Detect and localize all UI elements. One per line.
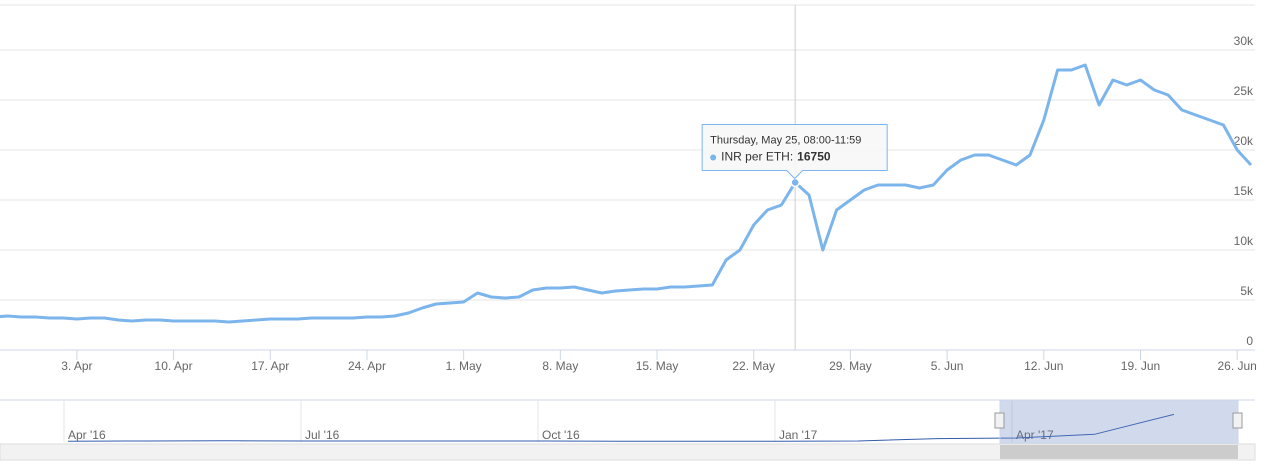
x-tick-label: 10. Apr (155, 359, 193, 373)
tooltip-series: INR per ETH: (721, 150, 793, 164)
x-tick-label: 29. May (829, 359, 872, 373)
x-tick-label: 17. Apr (251, 359, 289, 373)
y-tick-label: 5k (1240, 284, 1254, 298)
x-tick-label: 8. May (542, 359, 578, 373)
series-line (0, 63, 1253, 324)
tooltip: Thursday, May 25, 08:00-11:59 INR per ETH… (701, 124, 888, 180)
y-tick-label: 15k (1234, 184, 1254, 198)
tooltip-header: Thursday, May 25, 08:00-11:59 (710, 134, 861, 146)
x-tick-label: 24. Apr (348, 359, 386, 373)
tooltip-label: INR per ETH: 16750 (721, 150, 831, 164)
tooltip-value: 16750 (797, 150, 831, 164)
tooltip-dot (710, 154, 717, 161)
y-tick-label: 0 (1246, 334, 1253, 348)
x-tick-label: Jan '17 (779, 428, 818, 442)
scrollbar-track[interactable] (0, 443, 1256, 461)
x-tick-label: Apr '16 (68, 428, 106, 442)
navigator-handle[interactable] (1232, 412, 1243, 429)
x-tick-label: 26. Jun (1217, 359, 1256, 373)
x-tick-label: 1. May (446, 359, 482, 373)
navigator-handle[interactable] (994, 412, 1005, 429)
x-tick-label: 5. Jun (931, 359, 964, 373)
x-tick-label: 15. May (636, 359, 679, 373)
x-tick-label: 19. Jun (1121, 359, 1160, 373)
y-tick-label: 30k (1234, 34, 1254, 48)
x-tick-label: 3. Apr (61, 359, 92, 373)
navigator-line (67, 413, 1175, 442)
scrollbar-thumb[interactable] (1000, 445, 1238, 459)
hover-point (790, 177, 800, 188)
y-tick-label: 10k (1234, 234, 1254, 248)
navigator-mask (999, 399, 1239, 444)
x-tick-label: Oct '16 (542, 428, 580, 442)
x-tick-label: 22. May (732, 359, 775, 373)
x-tick-label: 12. Jun (1024, 359, 1063, 373)
x-tick-label: Apr '17 (1016, 428, 1054, 442)
y-tick-label: 25k (1234, 84, 1254, 98)
y-tick-label: 20k (1234, 134, 1254, 148)
x-tick-label: Jul '16 (305, 428, 340, 442)
tooltip-box (701, 124, 888, 180)
